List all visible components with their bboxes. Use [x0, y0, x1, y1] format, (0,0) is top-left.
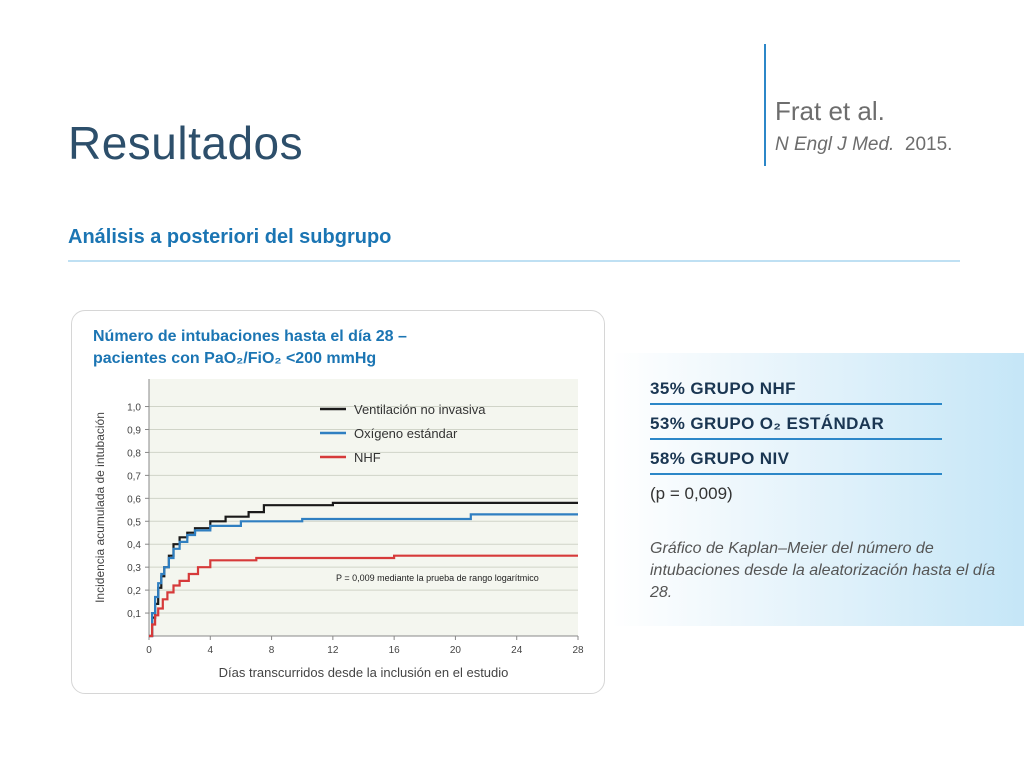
series-line	[149, 554, 578, 638]
x-tick-label: 8	[269, 645, 275, 656]
citation-year: 2015.	[904, 134, 953, 155]
y-tick-label: 0,5	[127, 517, 141, 528]
citation-journal: N Engl J Med.	[775, 134, 895, 155]
y-tick-label: 0,2	[127, 586, 141, 597]
chart-caption: Gráfico de Kaplan–Meier del número de in…	[650, 540, 996, 601]
x-tick-label: 16	[389, 645, 401, 656]
stat-divider	[650, 473, 942, 475]
stat-niv: 58% GRUPO NIV	[650, 449, 790, 468]
legend-label: Oxígeno estándar	[354, 426, 458, 441]
x-tick-label: 28	[572, 645, 584, 656]
y-tick-label: 0,6	[127, 494, 141, 505]
results-panel	[612, 353, 1024, 626]
series-line	[149, 513, 578, 638]
y-tick-label: 0,3	[127, 563, 141, 574]
p-value: (p = 0,009)	[650, 484, 733, 503]
chart-title-line1: Número de intubaciones hasta el día 28 –	[93, 328, 407, 345]
kaplan-meier-chart: 0,1 0,2 0,3 0,4 0,5 0,6 0,7 0,8 0,9 1,0 0 4 8 12 16 20 2…	[93, 379, 584, 680]
citation-divider	[764, 44, 766, 166]
y-tick-label: 0,8	[127, 448, 141, 459]
y-axis-label: Incidencia acumulada de intubación	[93, 412, 107, 603]
stat-nhf: 35% GRUPO NHF	[650, 379, 796, 398]
chart-title-line2: pacientes con PaO₂/FiO₂ <200 mmHg	[93, 350, 377, 367]
y-tick-label: 1,0	[127, 403, 141, 414]
legend-label: NHF	[354, 450, 381, 465]
plot-background	[149, 379, 578, 636]
stat-o2: 53% GRUPO O₂ ESTÁNDAR	[650, 414, 885, 433]
x-tick-label: 24	[511, 645, 523, 656]
x-tick-label: 12	[327, 645, 339, 656]
section-subtitle: Análisis a posteriori del subgrupo	[68, 226, 392, 248]
subtitle-underline	[68, 260, 960, 262]
page-title: Resultados	[68, 117, 304, 169]
x-tick-label: 4	[208, 645, 214, 656]
y-tick-label: 0,1	[127, 609, 141, 620]
citation-authors: Frat et al.	[775, 96, 885, 126]
legend-label: Ventilación no invasiva	[354, 402, 486, 417]
y-tick-label: 0,7	[127, 471, 141, 482]
chart-title: Número de intubaciones hasta el día 28 –…	[93, 326, 407, 370]
chart-annotation: P = 0,009 mediante la prueba de rango lo…	[336, 573, 539, 583]
x-axis-label: Días transcurridos desde la inclusión en…	[219, 665, 509, 680]
y-tick-label: 0,9	[127, 425, 141, 436]
stat-divider	[650, 438, 942, 440]
series-line	[149, 501, 578, 638]
x-tick-label: 0	[146, 645, 152, 656]
citation-source: N Engl J Med. 2015.	[775, 134, 952, 156]
stat-divider	[650, 403, 942, 405]
x-tick-label: 20	[450, 645, 462, 656]
y-tick-label: 0,4	[127, 540, 141, 551]
